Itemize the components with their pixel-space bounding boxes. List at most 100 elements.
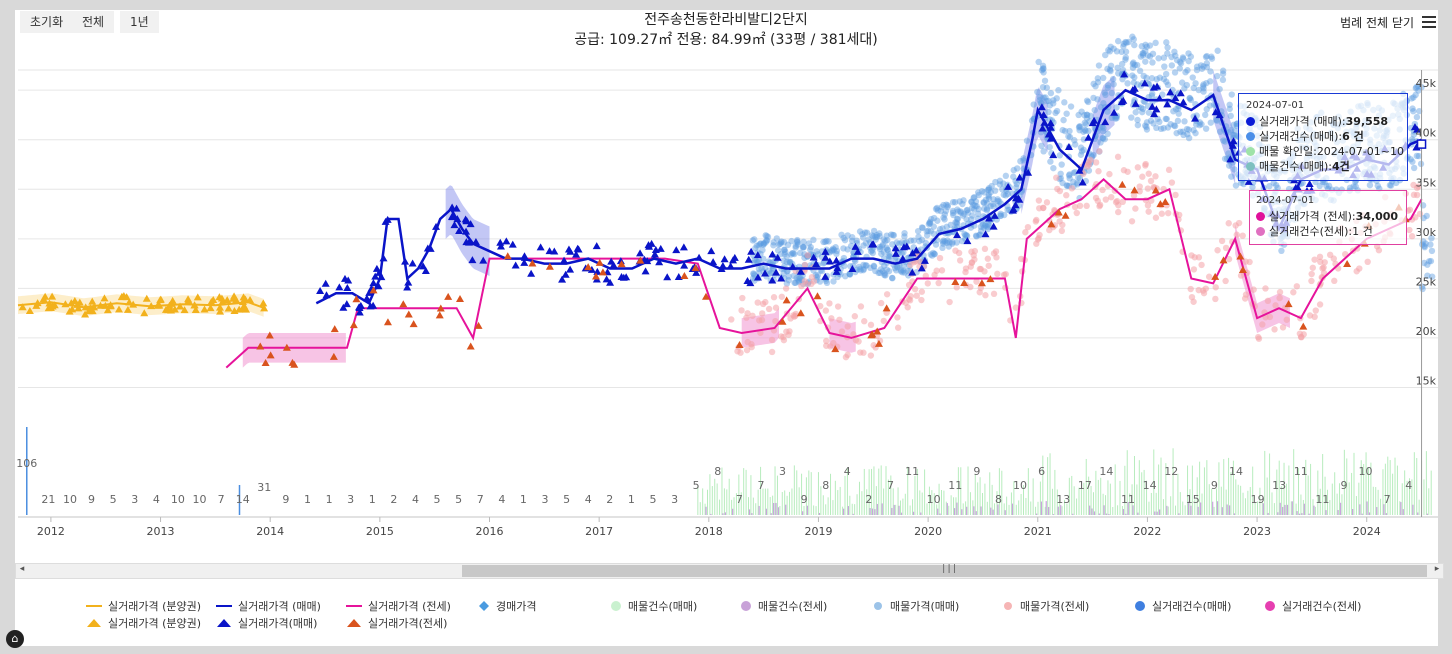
sale-listing-dot [1108, 89, 1116, 97]
sale-trade-marker [536, 243, 545, 251]
sale-listing-dot [968, 216, 975, 223]
sale-listing-dot [795, 276, 802, 283]
x-tick-label: 2016 [476, 525, 504, 538]
range-all-button[interactable]: 전체 [72, 11, 115, 33]
sale-listing-dot [1219, 67, 1227, 74]
scroll-thumb[interactable] [462, 565, 1427, 577]
legend-item[interactable]: 매물건수(전세) [740, 598, 827, 614]
sale-trade-marker [747, 247, 756, 255]
jeonse-listing-dot [935, 279, 942, 287]
legend-item[interactable]: 실거래가격 (분양권) [86, 615, 201, 631]
sale-listing-dot [985, 186, 993, 193]
sale-listing-dot [1023, 137, 1031, 144]
sale-listing-dot [1083, 97, 1091, 104]
sale-listing-dot [983, 200, 991, 207]
sale-trade-marker [709, 258, 718, 266]
range-1y-button[interactable]: 1년 [120, 11, 159, 33]
sale-listing-dot [987, 188, 994, 196]
sale-listing-dot [928, 252, 936, 259]
sale-listing-dot [1208, 55, 1216, 62]
sale-listing-dot [1001, 211, 1008, 219]
sale-listing-dot [1094, 96, 1101, 103]
legend-item[interactable]: 매물가격(매매) [872, 598, 959, 614]
sale-trade-marker [917, 264, 926, 272]
dot-icon [1246, 117, 1255, 126]
jeonse-listing-dot [1214, 247, 1221, 254]
sale-listing-dot [881, 271, 888, 279]
sale-listing-dot [1122, 54, 1129, 61]
scroll-grip-icon[interactable]: ||| [941, 564, 958, 574]
home-icon[interactable]: ⌂ [6, 630, 24, 648]
sale-listing-dot [919, 224, 926, 232]
sale-listing-dot [1125, 38, 1132, 46]
legend-item[interactable]: 경매가격 [478, 598, 536, 614]
sale-listing-dot [784, 241, 792, 249]
sale-listing-dot [840, 254, 848, 262]
sale-trade-marker [1291, 183, 1300, 191]
legend-item[interactable]: 실거래가격 (전세) [346, 600, 451, 613]
sale-listing-dot [1097, 104, 1105, 111]
sale-listing-dot [931, 250, 938, 258]
sale-listing-dot [1214, 72, 1221, 80]
jeonse-listing-dot [801, 278, 809, 285]
sale-listing-dot [1139, 52, 1147, 59]
sale-listing-dot [840, 234, 847, 242]
sale-trade-marker [377, 273, 386, 281]
jeonse-listing-dot [894, 314, 901, 321]
sale-listing-dot [876, 230, 883, 237]
scroll-left-icon[interactable]: ◂ [19, 564, 25, 574]
legend-item[interactable]: 실거래건수(매매) [1134, 598, 1231, 614]
sale-listing-dot [1153, 124, 1160, 132]
sale-trade-marker [768, 276, 777, 284]
volume-label: 5 [693, 479, 700, 492]
sale-listing-dot [884, 236, 891, 244]
presale-trade-marker [200, 305, 209, 313]
jeonse-listing-dot [924, 280, 931, 287]
hover-cursor [1416, 70, 1427, 517]
sale-trade-marker [508, 240, 517, 248]
sale-listing-dot [822, 238, 829, 246]
sale-listing-dot [940, 201, 947, 209]
sale-listing-dot [973, 202, 980, 210]
sale-listing-dot [1157, 125, 1165, 133]
y-tick-label: 20k [1416, 325, 1437, 338]
sale-listing-dot [1052, 109, 1059, 117]
legend-item[interactable]: 실거래가격(매매) [216, 615, 317, 631]
jeonse-trade-marker [951, 278, 960, 286]
jeonse-listing-dot [1276, 288, 1284, 296]
volume-label: 9 [88, 493, 95, 506]
sale-listing-dot [841, 236, 849, 244]
sale-listing-dot [828, 247, 835, 254]
sale-listing-dot [763, 232, 770, 240]
sale-listing-dot [1207, 68, 1214, 75]
sale-listing-dot [1095, 62, 1103, 69]
sale-listing-dot [1417, 160, 1425, 168]
sale-listing-dot [1227, 112, 1234, 120]
jeonse-listing-dot [1000, 271, 1008, 278]
sale-listing-dot [1063, 110, 1070, 117]
jeonse-listing-dot [744, 338, 751, 346]
scroll-right-icon[interactable]: ▸ [1434, 564, 1440, 574]
menu-icon[interactable] [1422, 16, 1436, 31]
sale-listing-dot [960, 197, 967, 204]
jeonse-trade-marker [595, 258, 604, 266]
jeonse-trade-marker [256, 342, 265, 350]
legend-close-button[interactable]: 범례 전체 닫기 [1340, 16, 1414, 30]
reset-button[interactable]: 초기화 [20, 11, 74, 33]
legend-item[interactable]: 매물가격(전세) [1002, 598, 1089, 614]
jeonse-listing-dot [785, 331, 792, 338]
sale-listing-dot [792, 242, 799, 250]
sale-listing-dot [1200, 85, 1207, 92]
legend-item[interactable]: 실거래가격 (매매) [216, 600, 321, 613]
legend-item[interactable]: 실거래가격 (분양권) [86, 600, 202, 613]
sale-listing-dot [787, 258, 794, 265]
sale-listing-dot [882, 272, 889, 279]
sale-listing-dot [1041, 77, 1049, 84]
jeonse-listing-dot [1139, 173, 1146, 180]
legend-item[interactable]: 실거래가격(전세) [346, 615, 447, 631]
legend-item[interactable]: 매물건수(매매) [610, 598, 697, 614]
sale-listing-dot [1240, 180, 1247, 188]
jeonse-listing-dot [768, 336, 776, 344]
navigator-scrollbar[interactable]: ◂ ||| ▸ [15, 563, 1444, 579]
legend-item[interactable]: 실거래건수(전세) [1264, 598, 1361, 614]
